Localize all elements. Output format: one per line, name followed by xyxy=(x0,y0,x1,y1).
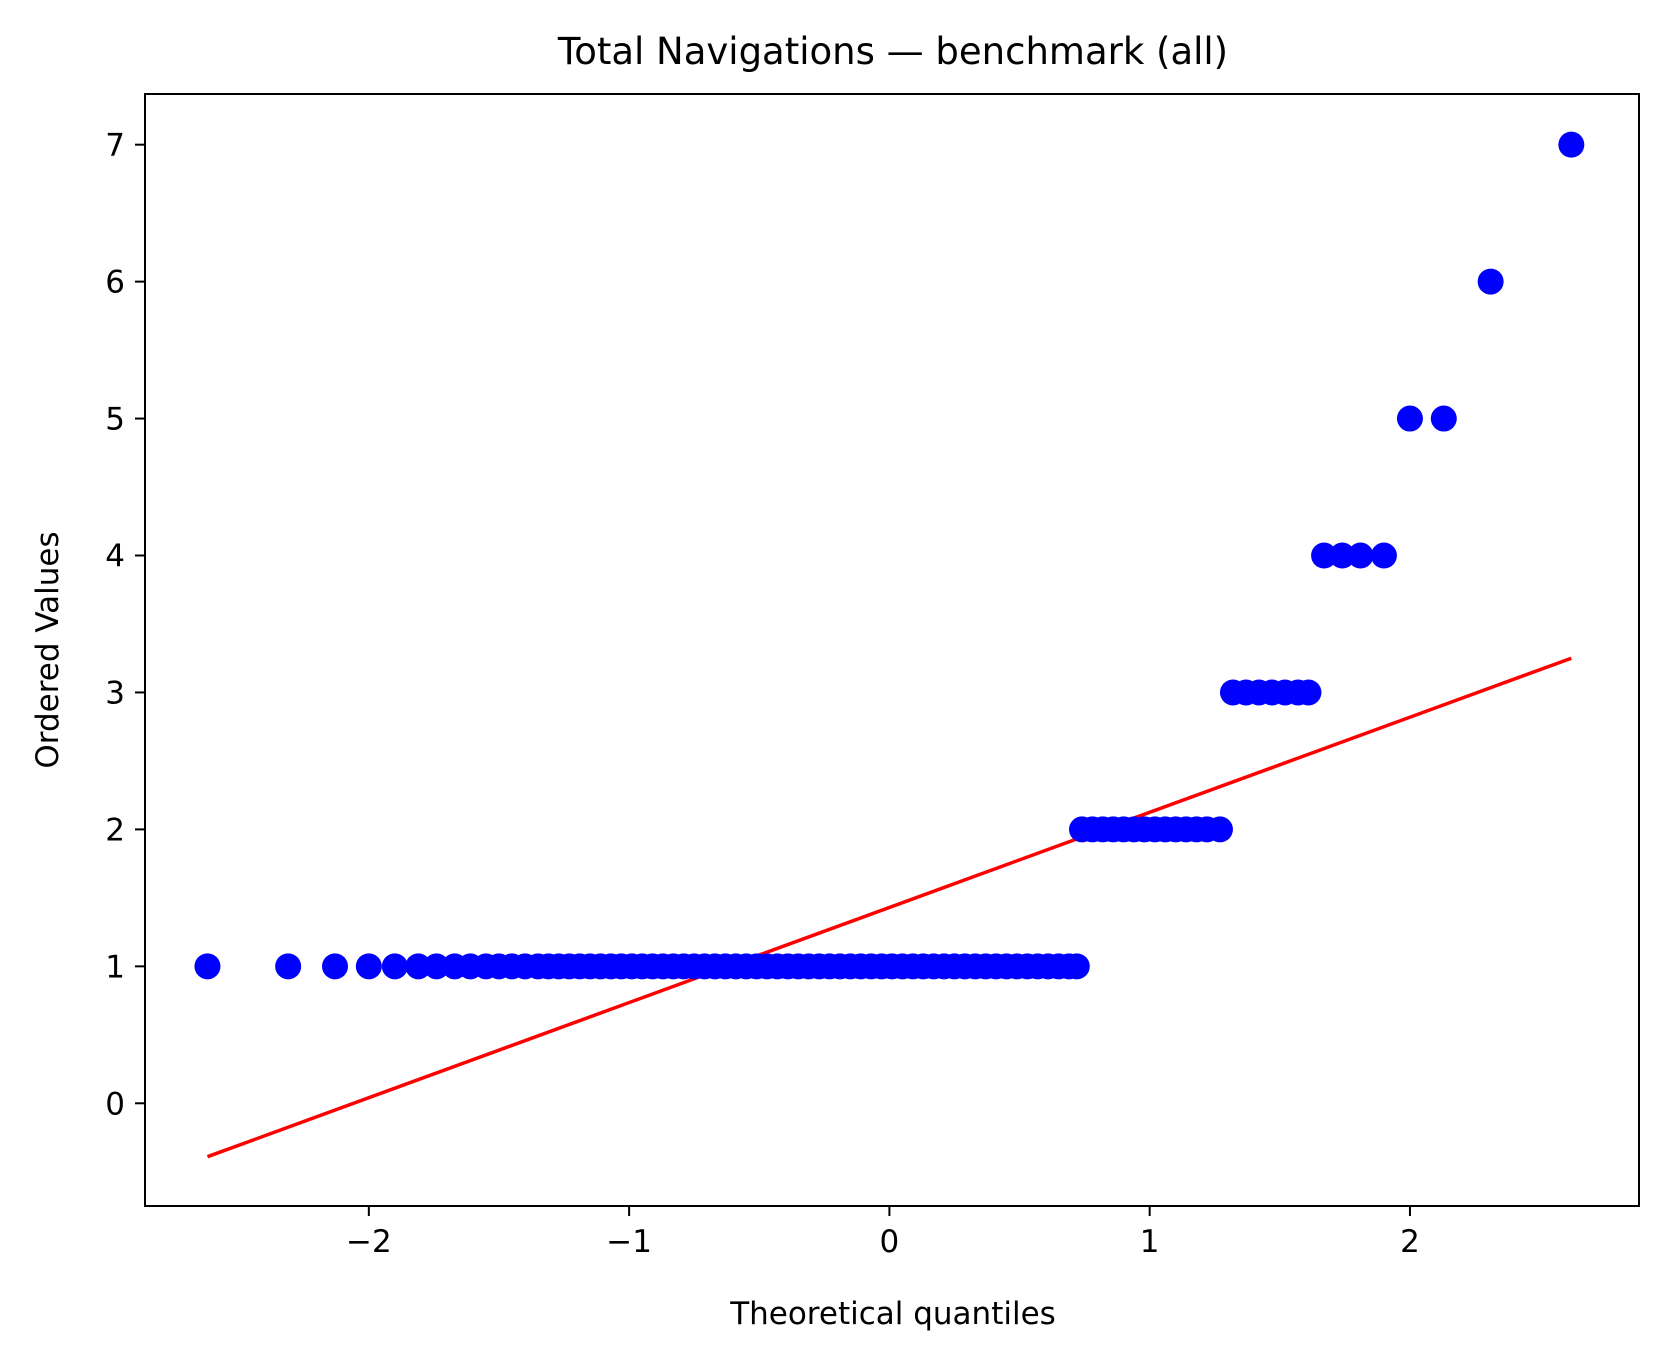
y-tick-label-5: 5 xyxy=(105,402,125,438)
y-axis-ticks: 0 1 2 3 4 5 6 7 xyxy=(105,128,145,1122)
data-point-87 xyxy=(1311,542,1338,569)
y-tick-label-1: 1 xyxy=(105,949,125,985)
data-points-layer xyxy=(194,131,1585,980)
x-axis-label: Theoretical quantiles xyxy=(729,1296,1056,1332)
y-tick-label-7: 7 xyxy=(105,128,125,164)
x-tick-label-1: −1 xyxy=(606,1224,652,1260)
data-point-1 xyxy=(275,953,302,980)
data-point-6 xyxy=(423,953,450,980)
data-point-65 xyxy=(1063,953,1090,980)
y-axis-label: Ordered Values xyxy=(30,531,66,768)
y-tick-label-2: 2 xyxy=(105,812,125,848)
data-point-79 xyxy=(1206,816,1233,843)
y-tick-label-3: 3 xyxy=(105,675,125,711)
y-tick-label-0: 0 xyxy=(105,1086,125,1122)
fit-line xyxy=(206,656,1572,1159)
plot-frame xyxy=(144,93,1640,1207)
x-tick-label-0: −2 xyxy=(346,1224,392,1260)
data-point-2 xyxy=(322,953,349,980)
data-point-94 xyxy=(1558,131,1585,158)
data-point-5 xyxy=(405,953,432,980)
fit-line-layer xyxy=(206,656,1572,1159)
x-tick-label-4: 2 xyxy=(1400,1224,1420,1260)
data-point-93 xyxy=(1477,268,1504,295)
x-axis-ticks: −2 −1 0 1 2 xyxy=(346,1206,1420,1260)
x-tick-label-2: 0 xyxy=(880,1224,900,1260)
y-tick-label-4: 4 xyxy=(105,539,125,575)
x-tick-label-3: 1 xyxy=(1140,1224,1160,1260)
data-point-3 xyxy=(355,953,382,980)
data-point-86 xyxy=(1295,679,1322,706)
chart-title: Total Navigations — benchmark (all) xyxy=(557,30,1228,73)
data-point-88 xyxy=(1329,542,1356,569)
y-tick-label-6: 6 xyxy=(105,265,125,301)
data-point-4 xyxy=(381,953,408,980)
data-point-90 xyxy=(1370,542,1397,569)
data-point-91 xyxy=(1396,405,1423,432)
data-point-89 xyxy=(1347,542,1374,569)
data-point-92 xyxy=(1430,405,1457,432)
data-point-0 xyxy=(194,953,221,980)
